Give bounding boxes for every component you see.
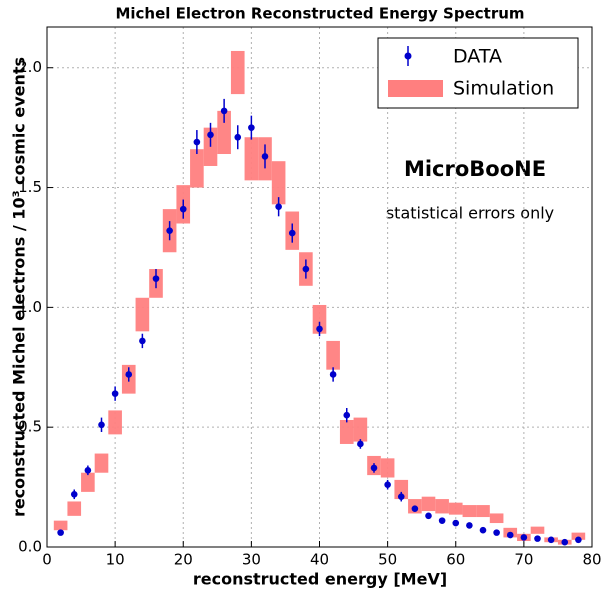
data-point — [357, 440, 364, 448]
simulation-box — [135, 297, 150, 332]
simulation-box — [108, 410, 122, 435]
simulation-box — [394, 479, 409, 500]
x-tick-label: 80 — [582, 551, 601, 569]
data-point — [98, 421, 105, 429]
x-tick-label: 50 — [378, 551, 397, 569]
x-tick-label: 70 — [514, 551, 533, 569]
x-tick-label: 30 — [242, 551, 261, 569]
data-point — [561, 538, 569, 546]
y-tick-label: 1.0 — [18, 298, 42, 316]
simulation-box — [476, 505, 490, 518]
simulation-box — [530, 526, 545, 534]
data-point — [179, 205, 187, 213]
legend-label: Simulation — [453, 78, 554, 100]
x-axis-label: reconstructed energy [MeV] — [193, 570, 447, 589]
simulation-box — [353, 417, 368, 442]
data-point — [288, 229, 296, 237]
x-tick-label: 0 — [42, 551, 52, 569]
simulation-box — [435, 499, 449, 514]
simulation-box — [326, 340, 340, 370]
data-point — [57, 529, 64, 536]
simulation-box — [53, 520, 68, 531]
simulation-box — [271, 161, 286, 205]
simulation-box — [94, 453, 109, 473]
y-axis-label: reconstructed Michel electrons / 10³ cos… — [10, 57, 29, 517]
data-point — [220, 107, 228, 115]
data-point — [70, 490, 78, 498]
legend-swatch — [388, 80, 443, 97]
data-point — [207, 131, 214, 139]
data-point — [329, 371, 337, 378]
data-point — [275, 203, 282, 211]
y-tick-label: 0.0 — [18, 538, 42, 556]
data-point — [534, 535, 541, 542]
y-tick-label: 0.5 — [18, 418, 42, 436]
simulation-box — [339, 419, 354, 444]
data-point — [111, 390, 119, 397]
data-point — [438, 517, 446, 524]
simulation-box — [190, 149, 204, 188]
data-point — [575, 536, 582, 544]
data-point — [466, 522, 473, 529]
data-point — [302, 265, 310, 273]
y-tick-label: 1.5 — [18, 178, 42, 196]
x-tick-label: 10 — [106, 551, 125, 569]
y-tick-label: 2.0 — [18, 58, 42, 76]
simulation-box — [67, 501, 82, 516]
data-point — [125, 371, 133, 378]
x-tick-label: 60 — [446, 551, 465, 569]
data-point — [193, 138, 201, 146]
data-point — [248, 124, 255, 131]
simulation-box — [380, 458, 395, 478]
annotation: statistical errors only — [386, 204, 554, 223]
data-point — [166, 227, 173, 234]
data-point — [384, 481, 391, 488]
legend-marker — [404, 52, 412, 60]
data-point — [506, 531, 514, 539]
data-point — [520, 534, 528, 541]
simulation-box — [312, 304, 327, 334]
data-point — [547, 536, 555, 544]
data-point — [452, 519, 460, 527]
data-point — [493, 529, 500, 536]
data-point — [84, 467, 92, 474]
simulation-box — [217, 110, 231, 155]
legend-label: DATA — [453, 46, 502, 68]
data-point — [397, 493, 405, 500]
x-tick-label: 20 — [174, 551, 193, 569]
data-point — [139, 337, 146, 345]
data-point — [411, 505, 419, 512]
simulation-box — [462, 505, 477, 518]
simulation-box — [489, 513, 504, 524]
simulation-box — [81, 472, 95, 492]
data-point — [261, 153, 269, 160]
plot-frame — [46, 26, 593, 548]
data-point — [234, 133, 242, 141]
annotation: MicroBooNE — [404, 157, 546, 181]
simulation-box — [244, 137, 259, 181]
data-point — [370, 464, 378, 472]
simulation-box — [448, 502, 463, 515]
data-point — [479, 526, 487, 534]
simulation-box — [421, 496, 436, 512]
data-point — [152, 275, 160, 282]
x-tick-label: 40 — [310, 551, 329, 569]
data-point — [425, 512, 432, 520]
chart-title: Michel Electron Reconstructed Energy Spe… — [115, 5, 524, 23]
data-point — [316, 325, 323, 333]
data-point — [343, 411, 351, 419]
simulation-box — [571, 532, 586, 540]
simulation-box — [230, 50, 245, 95]
